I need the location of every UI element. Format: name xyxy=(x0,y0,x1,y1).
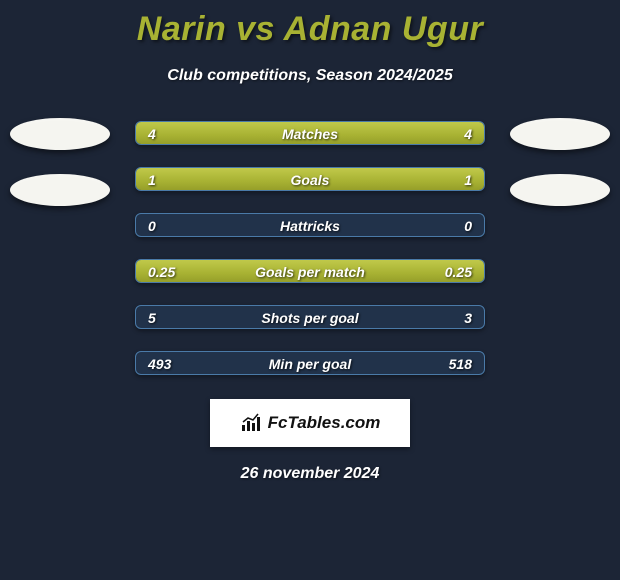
stat-row-goals: 1 Goals 1 xyxy=(135,167,485,191)
stat-row-min-per-goal: 493 Min per goal 518 xyxy=(135,351,485,375)
badge-left-0 xyxy=(10,118,110,150)
badges-left xyxy=(10,118,110,206)
stat-label: Goals per match xyxy=(136,260,484,283)
stat-label: Hattricks xyxy=(136,214,484,237)
stat-value-right: 0.25 xyxy=(445,260,472,283)
badge-left-1 xyxy=(10,174,110,206)
badges-right xyxy=(510,118,610,206)
stat-row-matches: 4 Matches 4 xyxy=(135,121,485,145)
brand-chart-icon xyxy=(240,413,264,433)
badge-right-1 xyxy=(510,174,610,206)
stat-label: Matches xyxy=(136,122,484,145)
page-title: Narin vs Adnan Ugur xyxy=(0,0,620,49)
stat-value-right: 1 xyxy=(464,168,472,191)
stat-label: Min per goal xyxy=(136,352,484,375)
date-text: 26 november 2024 xyxy=(0,465,620,483)
stat-row-hattricks: 0 Hattricks 0 xyxy=(135,213,485,237)
badge-right-0 xyxy=(510,118,610,150)
brand-text: FcTables.com xyxy=(268,413,381,433)
stat-value-right: 3 xyxy=(464,306,472,329)
stat-value-right: 518 xyxy=(449,352,472,375)
stat-value-right: 0 xyxy=(464,214,472,237)
stat-label: Shots per goal xyxy=(136,306,484,329)
stat-value-right: 4 xyxy=(464,122,472,145)
subtitle: Club competitions, Season 2024/2025 xyxy=(0,67,620,85)
stat-row-goals-per-match: 0.25 Goals per match 0.25 xyxy=(135,259,485,283)
brand-box: FcTables.com xyxy=(210,399,410,447)
stat-bars: 4 Matches 4 1 Goals 1 0 Hattricks 0 0.25… xyxy=(135,121,485,375)
stat-row-shots-per-goal: 5 Shots per goal 3 xyxy=(135,305,485,329)
stat-label: Goals xyxy=(136,168,484,191)
